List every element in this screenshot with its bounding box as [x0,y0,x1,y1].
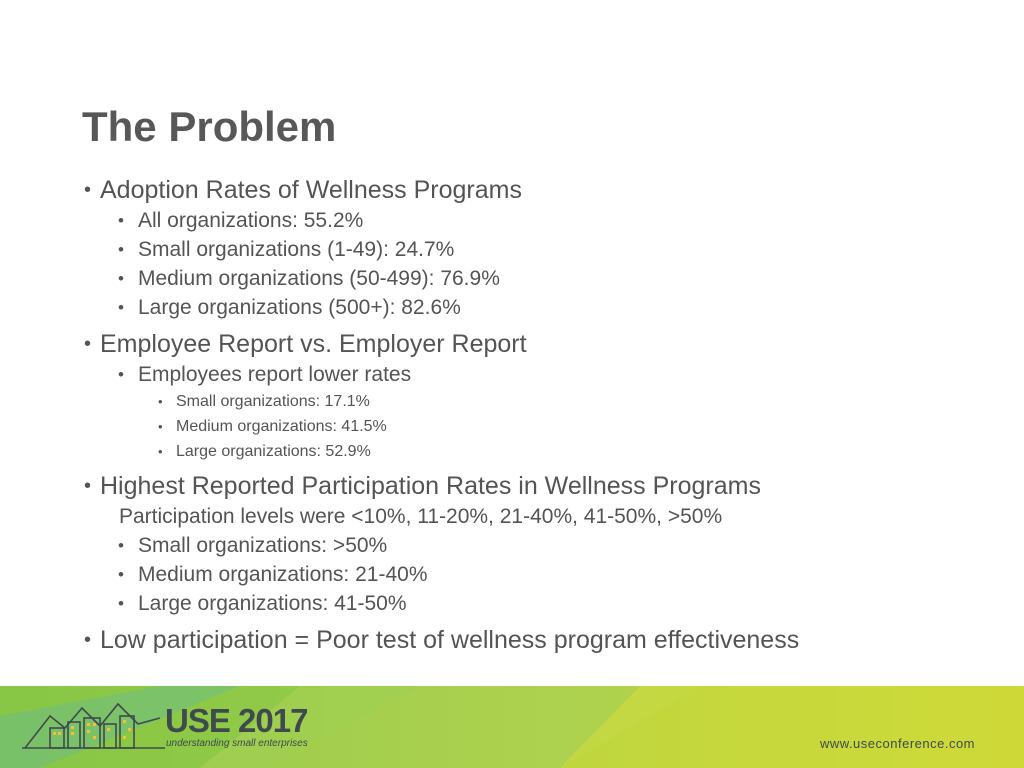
footer-background [0,686,1024,768]
sub-sub-bullet-small: Small organizations: 17.1% [84,389,1004,414]
sub-bullet-medium-orgs: Medium organizations (50-499): 76.9% [84,264,1004,293]
sub-bullet-large-orgs: Large organizations (500+): 82.6% [84,293,1004,322]
bullet-participation-rates: Highest Reported Participation Rates in … [84,470,1004,502]
bullet-adoption-rates: Adoption Rates of Wellness Programs [84,174,1004,206]
participation-levels-note: Participation levels were <10%, 11-20%, … [119,505,723,528]
bullet-employee-vs-employer: Employee Report vs. Employer Report [84,328,1004,360]
sub-bullet-small-orgs: Small organizations (1-49): 24.7% [84,235,1004,264]
sub-bullet-all-orgs: All organizations: 55.2% [84,206,1004,235]
bullet-low-participation: Low participation = Poor test of wellnes… [84,624,1004,656]
sub-bullet-employees-lower: Employees report lower rates [84,360,1004,389]
sub-bullet-participation-medium: Medium organizations: 21-40% [84,560,1004,589]
sub-sub-bullet-medium: Medium organizations: 41.5% [84,414,1004,439]
bullet-list: Adoption Rates of Wellness Programs All … [84,174,1004,656]
city-skyline-logo-icon [22,702,165,749]
use-tagline: understanding small enterprises [166,738,308,749]
use-2017-logo-text: USE 2017 [165,702,308,739]
sub-sub-bullet-large: Large organizations: 52.9% [84,439,1004,464]
sub-bullet-participation-small: Small organizations: >50% [84,531,1004,560]
footer-banner [0,686,1024,768]
conference-url[interactable]: www.useconference.com [820,736,976,751]
slide-title: The Problem [82,103,337,150]
sub-bullet-participation-large: Large organizations: 41-50% [84,589,1004,618]
